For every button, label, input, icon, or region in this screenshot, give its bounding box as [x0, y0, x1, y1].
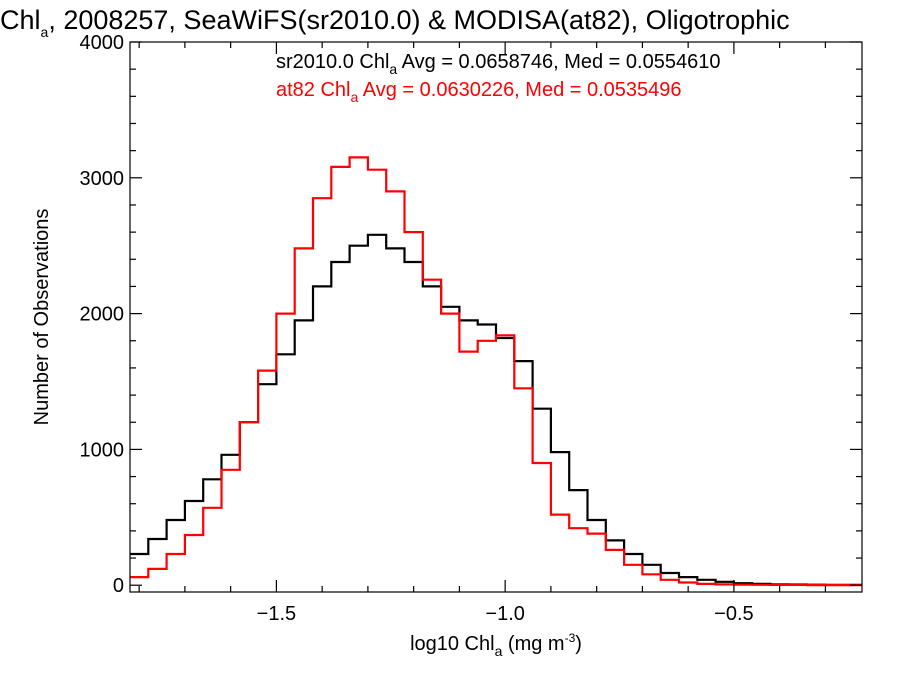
chart-title: Chla, 2008257, SeaWiFS(sr2010.0) & MODIS… — [0, 5, 790, 40]
series-stats-at82: at82 Chla Avg = 0.0630226, Med = 0.05354… — [276, 79, 682, 105]
y-tick-label: 1000 — [80, 439, 125, 461]
series-stats-sr2010: sr2010.0 Chla Avg = 0.0658746, Med = 0.0… — [276, 51, 720, 77]
x-axis-label: log10 Chla (mg m-3) — [410, 631, 582, 659]
series-line-sr2010.0 — [130, 233, 862, 586]
plot-frame — [129, 41, 863, 593]
y-tick-label: 2000 — [80, 304, 125, 326]
y-axis-label: Number of Observations — [31, 209, 53, 426]
x-tick-label: −1.5 — [257, 603, 296, 625]
x-tick-label: −0.5 — [714, 603, 753, 625]
x-tick-label: −1.0 — [485, 603, 524, 625]
y-tick-label: 3000 — [80, 168, 125, 190]
y-axis-ticks: 0 1000 2000 3000 4000 — [80, 32, 862, 597]
y-tick-label: 4000 — [80, 32, 125, 54]
series-layer — [130, 156, 862, 587]
series-line-at82 — [130, 156, 862, 587]
y-tick-label: 0 — [113, 575, 124, 597]
x-axis-ticks: −1.5 −1.0 −0.5 — [138, 42, 827, 625]
